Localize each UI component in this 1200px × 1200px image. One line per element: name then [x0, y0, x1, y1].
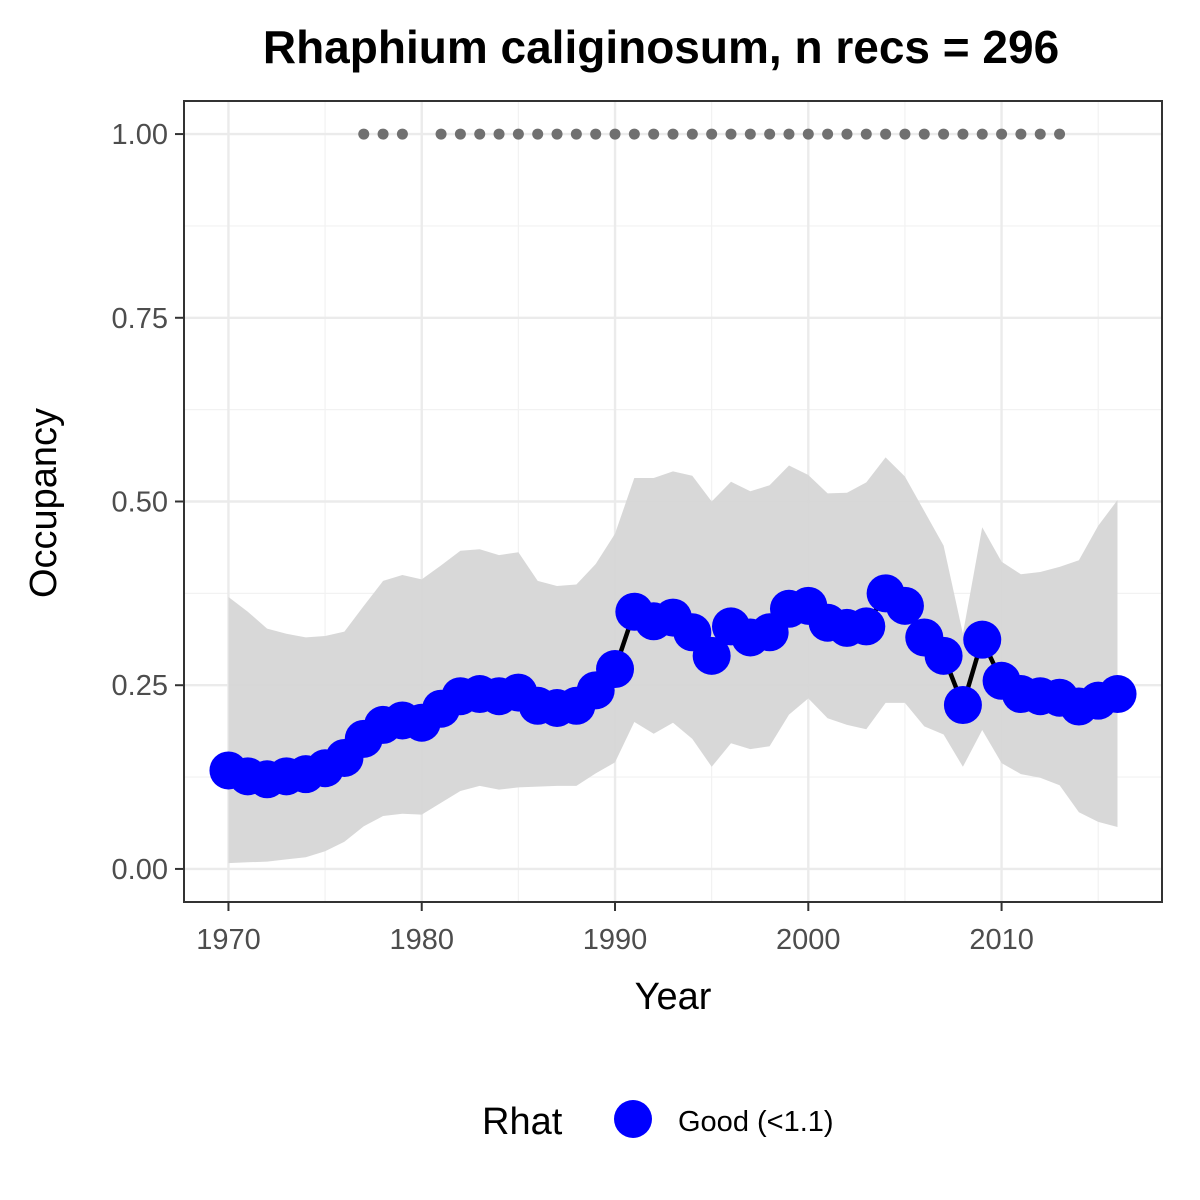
record-year-dot: [474, 128, 486, 140]
chart-title: Rhaphium caliginosum, n recs = 296: [263, 21, 1059, 73]
x-tick-label: 2000: [776, 924, 841, 956]
record-year-dot: [1015, 128, 1027, 140]
record-year-dot: [976, 128, 988, 140]
plot-panel: [183, 100, 1163, 903]
occupancy-point: [596, 650, 635, 689]
x-tick-label: 1970: [196, 924, 261, 956]
occupancy-point: [885, 586, 924, 625]
occupancy-point: [924, 636, 963, 675]
record-year-dot: [764, 128, 776, 140]
record-year-dot: [628, 128, 640, 140]
record-year-dot: [512, 128, 524, 140]
x-tick-label: 1990: [583, 924, 648, 956]
credible-interval-ribbon: [228, 457, 1118, 864]
record-year-dot: [802, 128, 814, 140]
occupancy-point: [963, 620, 1002, 659]
legend-title: Rhat: [482, 1101, 563, 1143]
record-year-dot: [899, 128, 911, 140]
record-year-markers: [358, 128, 1066, 140]
record-year-dot: [725, 128, 737, 140]
record-year-dot: [841, 128, 853, 140]
record-year-dot: [996, 128, 1008, 140]
record-year-dot: [609, 128, 621, 140]
record-year-dot: [454, 128, 466, 140]
record-year-dot: [918, 128, 930, 140]
occupancy-point: [692, 636, 731, 675]
record-year-dot: [686, 128, 698, 140]
occupancy-point: [847, 607, 886, 646]
y-tick-label: 0.00: [112, 854, 168, 886]
legend: Rhat Good (<1.1): [482, 1100, 834, 1143]
record-year-dot: [1034, 128, 1046, 140]
record-year-dot: [358, 128, 370, 140]
legend-key-good: [614, 1100, 652, 1138]
x-axis: 1970 1980 1990 2000 2010: [196, 902, 1034, 956]
record-year-dot: [551, 128, 563, 140]
x-axis-title: Year: [635, 976, 712, 1018]
occupancy-points: [209, 574, 1137, 799]
y-axis-title: Occupancy: [23, 408, 65, 598]
record-year-dot: [532, 128, 544, 140]
occupancy-point: [1098, 675, 1137, 714]
record-year-dot: [1054, 128, 1066, 140]
record-year-dot: [570, 128, 582, 140]
record-year-dot: [435, 128, 447, 140]
x-tick-label: 1980: [389, 924, 454, 956]
occupancy-point: [943, 686, 982, 725]
record-year-dot: [667, 128, 679, 140]
record-year-dot: [880, 128, 892, 140]
y-tick-label: 0.75: [112, 303, 168, 335]
y-tick-label: 0.25: [112, 670, 168, 702]
y-tick-label: 1.00: [112, 119, 168, 151]
x-tick-label: 2010: [969, 924, 1034, 956]
y-tick-label: 0.50: [112, 487, 168, 519]
record-year-dot: [648, 128, 660, 140]
record-year-dot: [396, 128, 408, 140]
record-year-dot: [590, 128, 602, 140]
record-year-dot: [860, 128, 872, 140]
y-axis: 0.00 0.25 0.50 0.75 1.00: [112, 119, 184, 886]
record-year-dot: [706, 128, 718, 140]
record-year-dot: [377, 128, 389, 140]
record-year-dot: [493, 128, 505, 140]
record-year-dot: [822, 128, 834, 140]
record-year-dot: [744, 128, 756, 140]
record-year-dot: [938, 128, 950, 140]
record-year-dot: [783, 128, 795, 140]
record-year-dot: [957, 128, 969, 140]
legend-label-good: Good (<1.1): [678, 1106, 834, 1138]
